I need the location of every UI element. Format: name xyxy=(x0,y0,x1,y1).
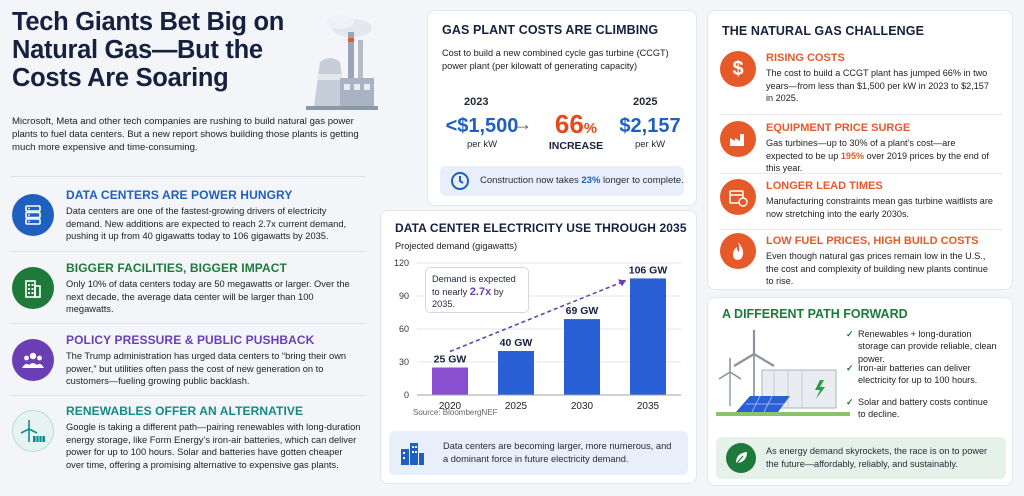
people-icon xyxy=(12,339,54,381)
year-2023: 2023 xyxy=(464,96,489,108)
bar-data-label: 40 GW xyxy=(500,337,533,349)
city-buildings-icon xyxy=(401,443,424,465)
section-text: Only 10% of data centers today are 50 me… xyxy=(66,279,350,315)
bar xyxy=(630,278,666,395)
check-item: ✓ Iron-air batteries can deliver electric… xyxy=(846,363,978,386)
arrow-right-icon: → xyxy=(514,114,532,134)
check-item: ✓ Renewables + long-duration storage can … xyxy=(846,329,997,364)
dollar-icon: $ xyxy=(720,51,756,87)
section-text: Data centers are one of the fastest-grow… xyxy=(66,206,347,242)
natural-gas-challenge-card: THE NATURAL GAS CHALLENGE $ RISING COSTS… xyxy=(707,10,1013,290)
check-icon: ✓ xyxy=(846,329,854,339)
power-plant-illustration xyxy=(306,15,378,110)
path-title: A DIFFERENT PATH FORWARD xyxy=(722,307,908,321)
increase-label: INCREASE xyxy=(548,140,604,152)
chart-title: DATA CENTER ELECTRICITY USE THROUGH 2035 xyxy=(395,221,687,235)
bar xyxy=(498,351,534,395)
y-tick-label: 30 xyxy=(399,357,409,367)
building-icon xyxy=(12,267,54,309)
y-tick-label: 90 xyxy=(399,291,409,301)
section-power-hungry: DATA CENTERS ARE POWER HUNGRY Data cente… xyxy=(0,188,370,266)
year-2025: 2025 xyxy=(633,96,658,108)
chart-source: Source: BloombergNEF xyxy=(413,408,498,417)
section-text: The Trump administration has urged data … xyxy=(66,351,347,387)
section-renewables: RENEWABLES OFFER AN ALTERNATIVE Google i… xyxy=(0,404,370,482)
bar-chart: 0 30 60 90 120 25 GW 2020 40 GW 2025 69 GW 2030 106… xyxy=(394,258,681,412)
challenge-title: THE NATURAL GAS CHALLENGE xyxy=(722,24,925,38)
clock-icon xyxy=(451,172,469,190)
unit-2025: per kW xyxy=(634,139,666,150)
flame-icon xyxy=(720,233,756,269)
renewables-illustration xyxy=(716,330,850,416)
electricity-chart-card: DATA CENTER ELECTRICITY USE THROUGH 2035… xyxy=(380,210,697,484)
different-path-card: A DIFFERENT PATH FORWARD ✓ Renewables + l… xyxy=(707,297,1013,486)
section-title: DATA CENTERS ARE POWER HUNGRY xyxy=(66,188,293,202)
calendar-clock-icon xyxy=(720,179,756,215)
gas-plant-costs-card: GAS PLANT COSTS ARE CLIMBING Cost to bui… xyxy=(427,10,697,206)
headline: Tech Giants Bet Big on Natural Gas—But t… xyxy=(12,8,285,92)
path-footer-text: As energy demand skyrockets, the race is… xyxy=(766,446,988,469)
y-tick-label: 60 xyxy=(399,324,409,334)
x-tick-label: 2030 xyxy=(571,401,594,412)
x-tick-label: 2020 xyxy=(439,401,462,412)
section-bigger-facilities: BIGGER FACILITIES, BIGGER IMPACT Only 10… xyxy=(0,261,370,339)
check-item: ✓ Solar and battery costs continue to dec… xyxy=(846,397,988,420)
y-tick-label: 0 xyxy=(404,390,409,400)
bar-data-label: 69 GW xyxy=(566,305,599,317)
leaf-icon xyxy=(726,443,756,473)
chart-footer-text: Data centers are becoming larger, more n… xyxy=(443,441,672,464)
section-title: BIGGER FACILITIES, BIGGER IMPACT xyxy=(66,261,287,275)
server-icon xyxy=(12,194,54,236)
y-tick-label: 120 xyxy=(394,258,409,268)
trend-arrow xyxy=(449,279,627,353)
check-icon: ✓ xyxy=(846,397,854,407)
chart-ylabel: Projected demand (gigawatts) xyxy=(395,241,518,251)
cost-2023: <$1,500 xyxy=(445,115,519,137)
construction-note: Construction now takes 23% longer to com… xyxy=(440,166,684,196)
section-text: Google is taking a different path—pairin… xyxy=(66,422,361,470)
path-footer-box: As energy demand skyrockets, the race is… xyxy=(716,437,1006,479)
bar-data-label: 25 GW xyxy=(434,354,467,366)
section-title: RENEWABLES OFFER AN ALTERNATIVE xyxy=(66,404,304,418)
factory-icon xyxy=(720,121,756,157)
check-icon: ✓ xyxy=(846,363,854,373)
intro-text: Microsoft, Meta and other tech companies… xyxy=(12,116,359,153)
chart-annotation: Demand is expected to nearly 2.7x by 203… xyxy=(425,267,529,313)
x-tick-label: 2035 xyxy=(637,401,660,412)
costs-subtitle: Cost to build a new combined cycle gas t… xyxy=(442,48,669,71)
section-title: POLICY PRESSURE & PUBLIC PUSHBACK xyxy=(66,333,315,347)
chart-footer-box: Data centers are becoming larger, more n… xyxy=(389,431,688,475)
x-tick-label: 2025 xyxy=(505,401,528,412)
bar xyxy=(432,367,468,395)
section-policy-pressure: POLICY PRESSURE & PUBLIC PUSHBACK The Tr… xyxy=(0,333,370,411)
bar xyxy=(564,319,600,395)
bar-data-label: 106 GW xyxy=(629,264,668,276)
unit-2023: per kW xyxy=(466,139,498,150)
wind-solar-icon xyxy=(12,410,54,452)
arrow-head-icon xyxy=(618,279,626,287)
costs-title: GAS PLANT COSTS ARE CLIMBING xyxy=(442,23,659,37)
cost-2025: $2,157 xyxy=(619,115,681,137)
percent-increase: 66% xyxy=(554,109,598,139)
